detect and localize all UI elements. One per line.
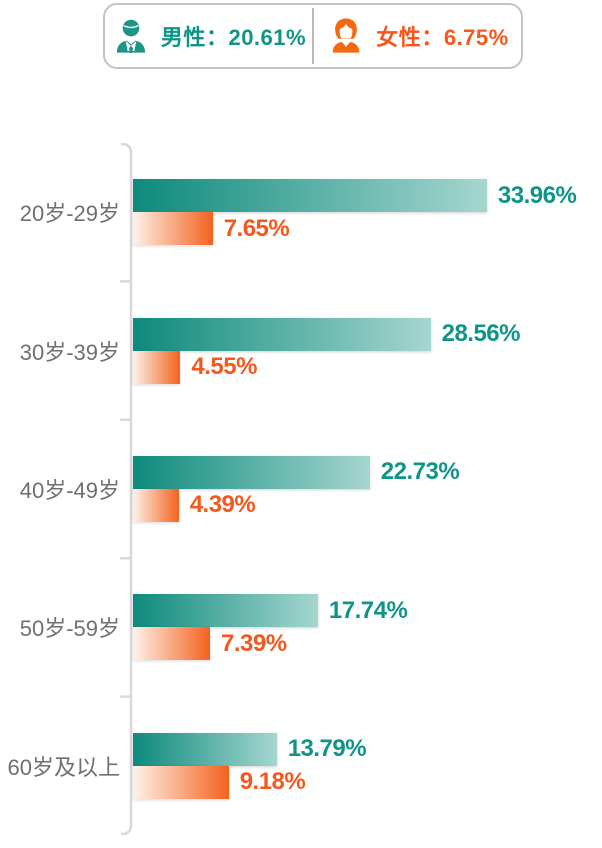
legend-male-colon: ： (205, 25, 229, 50)
legend-female-value: 6.75% (443, 25, 509, 50)
bar-row-female: 4.55% (133, 350, 576, 384)
legend-male-label: 男性 (160, 25, 206, 50)
bar-male (133, 179, 487, 213)
category-label: 20岁-29岁 (19, 201, 120, 227)
female-person-icon (332, 18, 360, 53)
bar-value-male: 33.96% (497, 181, 577, 209)
category-labels: 20岁-29岁 30岁-39岁 40岁-49岁 50岁-59岁 60岁及以上 (0, 143, 120, 835)
bar-male (133, 732, 277, 766)
chart-row: 33.96% 7.65% (133, 143, 577, 281)
bar-value-male: 22.73% (380, 458, 460, 486)
bar-value-female: 9.18% (239, 768, 306, 796)
bar-value-male: 17.74% (328, 596, 408, 624)
chart-row: 22.73% 4.39% (133, 420, 576, 558)
legend-female-text: 女性：6.75% (376, 20, 508, 52)
bar-male (133, 594, 318, 628)
bar-row-male: 33.96% (133, 179, 577, 213)
bar-value-female: 4.55% (191, 353, 257, 381)
legend-male: 男性：20.61% (105, 5, 312, 67)
bar-row-male: 17.74% (133, 594, 576, 628)
bar-female (133, 627, 210, 661)
y-axis (119, 142, 133, 836)
legend-divider (312, 8, 314, 64)
category-label: 60岁及以上 (7, 754, 120, 780)
chart-row: 13.79% 9.18% (133, 697, 576, 835)
legend-male-text: 男性：20.61% (161, 20, 306, 52)
bar-value-female: 7.39% (221, 629, 287, 657)
bar-value-female: 7.65% (223, 214, 290, 242)
bar-female (133, 765, 229, 799)
bar-male (133, 317, 431, 351)
bar-row-female: 7.39% (133, 627, 576, 661)
bar-female (133, 350, 181, 384)
bar-female (133, 212, 213, 246)
bar-value-male: 13.79% (287, 735, 367, 763)
bar-value-female: 4.39% (189, 491, 256, 519)
bar-row-female: 9.18% (133, 765, 576, 799)
legend: 男性：20.61% 女性：6.75% (103, 3, 523, 69)
legend-male-value: 20.61% (228, 25, 307, 50)
legend-female: 女性：6.75% (314, 5, 521, 67)
chart-row: 28.56% 4.55% (133, 281, 576, 419)
male-person-icon (116, 19, 146, 54)
bar-value-male: 28.56% (441, 320, 521, 348)
legend-female-colon: ： (421, 25, 444, 50)
legend-female-label: 女性 (376, 25, 422, 50)
bar-row-male: 22.73% (133, 455, 576, 489)
category-label: 40岁-49岁 (19, 477, 120, 503)
bar-female (133, 488, 179, 522)
category-label: 30岁-39岁 (19, 339, 120, 365)
chart-rows: 33.96% 7.65% 28.56% 4.55% 22.73% 4.39% 17.74% 7… (133, 143, 577, 835)
bar-row-male: 13.79% (133, 732, 576, 766)
bar-row-male: 28.56% (133, 317, 576, 351)
bar-male (133, 455, 370, 489)
chart-row: 17.74% 7.39% (133, 558, 576, 696)
bar-row-female: 7.65% (133, 212, 576, 246)
bar-row-female: 4.39% (133, 488, 576, 522)
category-label: 50岁-59岁 (19, 616, 120, 642)
